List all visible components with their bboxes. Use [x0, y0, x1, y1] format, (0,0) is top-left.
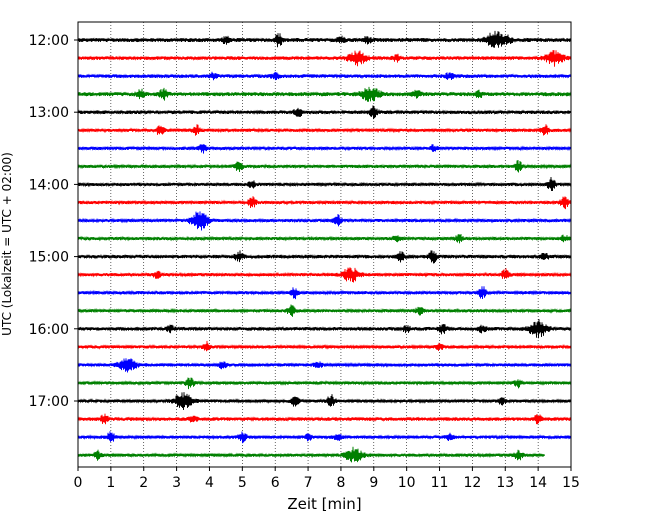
x-gridlines — [110, 22, 539, 467]
trace-19 — [77, 358, 572, 373]
y-tick-label: 16:00 — [29, 322, 69, 338]
trace-18 — [77, 340, 572, 352]
y-tick-label: 15:00 — [29, 250, 69, 266]
trace-17 — [77, 319, 572, 339]
x-tick-label: 9 — [369, 475, 378, 491]
trace-5 — [77, 105, 572, 120]
x-tick-label: 4 — [205, 475, 214, 491]
trace-6 — [77, 124, 572, 136]
trace-11 — [77, 211, 572, 231]
trace-13 — [77, 250, 572, 264]
trace-22 — [77, 413, 572, 425]
x-tick-label: 0 — [74, 475, 83, 491]
x-tick-label: 6 — [271, 475, 280, 491]
x-tick-label: 3 — [172, 475, 181, 491]
x-tick-label: 11 — [431, 475, 449, 491]
x-tick-label: 1 — [106, 475, 115, 491]
y-tick-label: 12:00 — [29, 33, 69, 49]
plot-frame — [77, 21, 572, 468]
trace-1 — [77, 30, 572, 48]
trace-10 — [77, 196, 572, 210]
traces — [77, 30, 572, 463]
trace-4 — [77, 86, 572, 102]
trace-3 — [77, 71, 572, 81]
x-tick-label: 7 — [304, 475, 313, 491]
x-tick-label: 10 — [398, 475, 416, 491]
x-tick-label: 13 — [496, 475, 514, 491]
y-tick-label: 13:00 — [29, 105, 69, 121]
trace-12 — [77, 234, 572, 244]
y-tick-label: 17:00 — [29, 394, 69, 410]
y-tick-label: 14:00 — [29, 177, 69, 193]
trace-16 — [77, 304, 572, 317]
x-tick-label: 14 — [529, 475, 547, 491]
trace-8 — [77, 160, 572, 173]
trace-14 — [77, 267, 572, 283]
trace-7 — [77, 144, 572, 154]
x-tick-label: 2 — [139, 475, 148, 491]
x-axis: 0 1 2 3 4 5 6 7 8 9 10 11 12 13 14 15 — [74, 467, 580, 491]
trace-15 — [77, 286, 572, 300]
x-tick-label: 8 — [336, 475, 345, 491]
x-tick-label: 12 — [463, 475, 481, 491]
trace-2 — [77, 50, 572, 67]
trace-20 — [77, 377, 572, 390]
y-axis: 12:00 13:00 14:00 15:00 16:00 17:00 — [29, 33, 78, 410]
x-tick-label: 5 — [238, 475, 247, 491]
trace-21 — [77, 392, 572, 411]
y-axis-label: UTC (Lokalzeit = UTC + 02:00) — [0, 152, 14, 336]
trace-24 — [77, 446, 545, 463]
x-tick-label: 15 — [562, 475, 580, 491]
trace-9 — [77, 176, 572, 192]
x-axis-label: Zeit [min] — [287, 495, 361, 513]
trace-23 — [77, 431, 572, 444]
